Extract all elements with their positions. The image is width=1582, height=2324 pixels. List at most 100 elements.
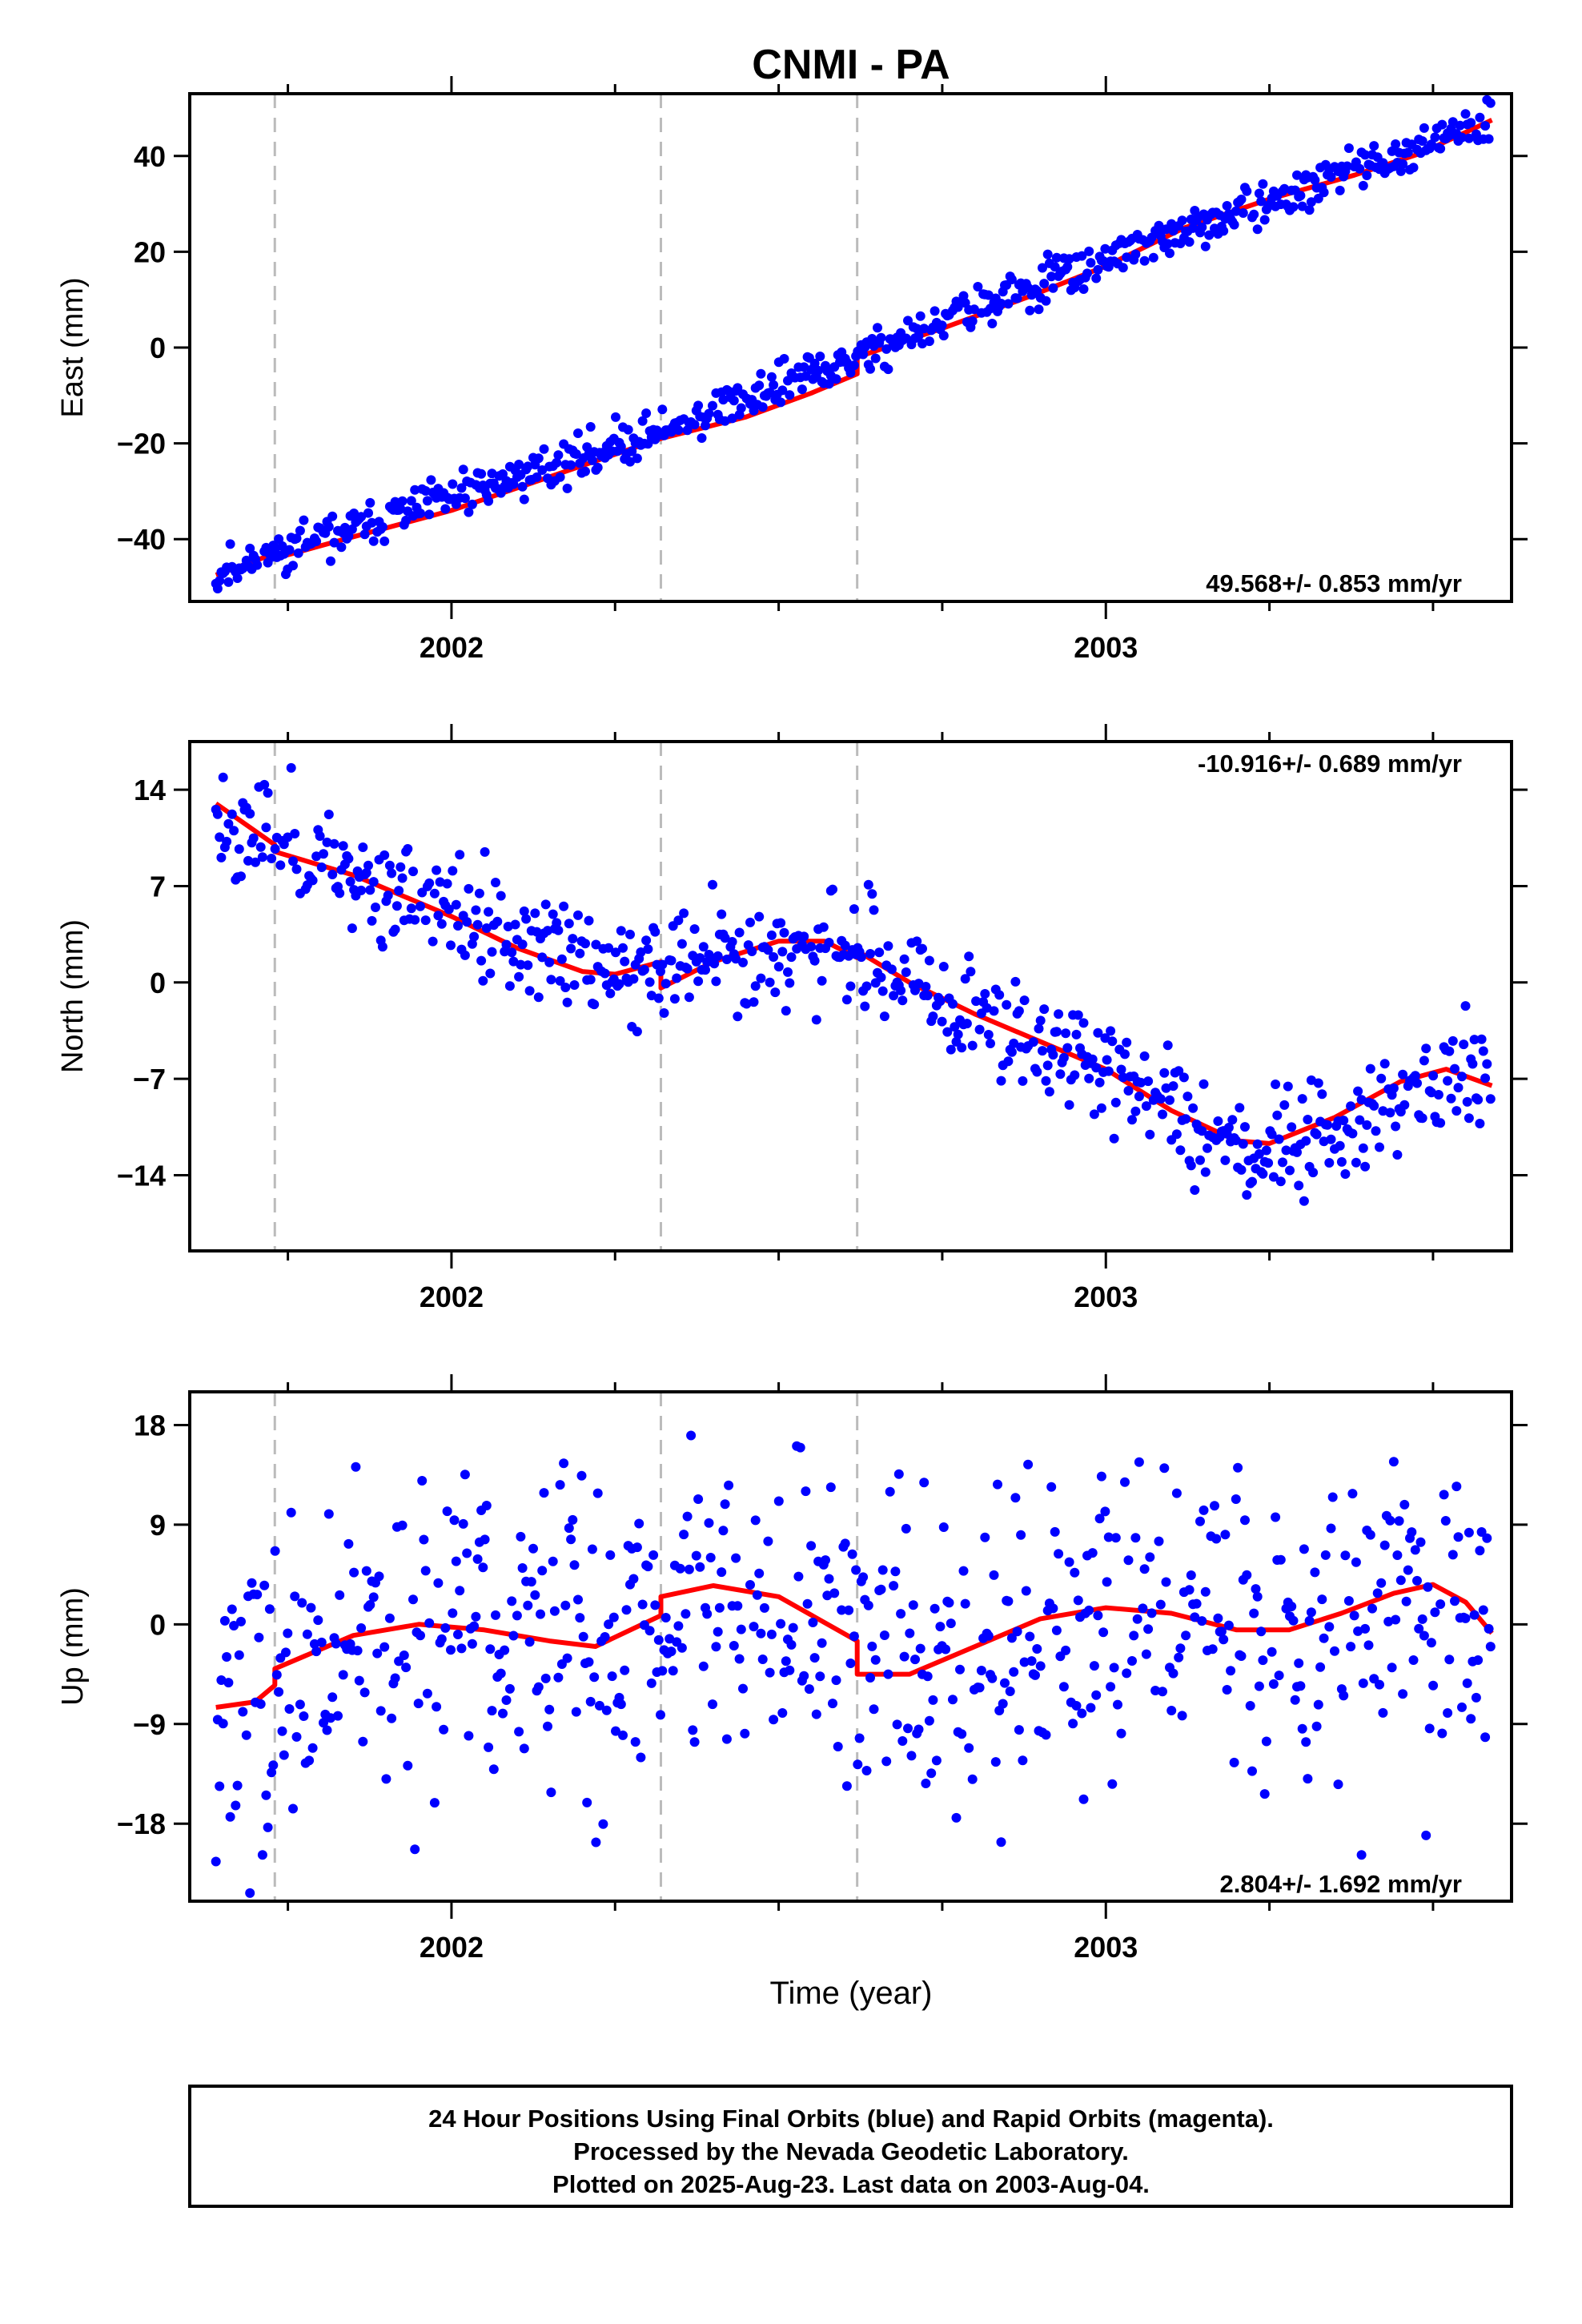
data-point [336,542,347,553]
data-point [507,947,517,958]
data-point [1182,1092,1193,1102]
data-point [641,408,652,418]
data-point [698,942,709,952]
data-point [1025,1631,1035,1642]
data-point [234,1650,244,1660]
data-point [1242,186,1252,196]
data-point [1014,1006,1024,1016]
data-point [1048,1603,1058,1614]
data-point [1274,1134,1284,1144]
data-point [449,1515,460,1526]
data-point [335,888,345,899]
data-point [1297,1094,1307,1104]
data-point [498,1708,508,1719]
y-tick-label: −20 [117,428,166,460]
data-point [299,515,309,525]
data-point [484,496,494,506]
data-point [544,1704,555,1715]
data-point [448,1608,458,1618]
data-point [467,939,477,949]
data-point [584,915,594,926]
data-point [1077,1708,1087,1719]
data-point [562,997,572,1007]
data-point [759,1602,769,1613]
data-point [236,871,246,882]
data-point [1287,1122,1297,1132]
data-point [668,1666,678,1676]
data-point [661,979,671,989]
data-point [1002,999,1012,1010]
data-point [215,1781,225,1791]
data-point [713,951,723,961]
data-point [311,537,322,546]
data-point [1399,1100,1410,1110]
data-point [1376,1578,1387,1588]
data-point [727,413,737,424]
data-point [1414,1623,1424,1634]
data-point [1207,1644,1218,1655]
data-point [343,1538,354,1549]
data-point [783,967,793,977]
data-point [1371,1126,1381,1136]
data-point [484,1742,494,1752]
data-point [990,1757,1001,1767]
data-point [919,324,930,334]
data-point [526,1577,536,1587]
data-point [1213,1613,1223,1623]
data-point [264,1604,275,1614]
data-point [507,1596,517,1606]
data-point [1351,1157,1361,1168]
data-point [785,978,795,988]
data-point [1086,1703,1096,1713]
data-point [636,947,646,957]
footer-line-3: Plotted on 2025-Aug-23. Last data on 200… [552,2170,1150,2198]
data-point [955,1664,965,1675]
velocity-label: 2.804+/- 1.692 mm/yr [1220,1870,1462,1898]
data-point [339,522,350,533]
data-point [1184,237,1195,247]
data-point [989,1006,999,1016]
data-points [211,94,1496,593]
data-point [1070,1567,1080,1578]
data-point [1161,1083,1171,1093]
data-point [462,917,472,927]
data-point [885,1486,895,1497]
data-point [1339,1116,1349,1126]
data-point [1120,1477,1130,1487]
data-point [708,879,717,890]
data-point [1340,1550,1351,1561]
data-point [401,1663,412,1673]
data-point [1385,1108,1395,1118]
data-point [620,956,630,967]
data-point [234,844,244,854]
data-point [749,1622,759,1632]
data-point [802,1598,813,1609]
data-point [575,948,585,959]
data-point [514,1727,524,1737]
data-point [1378,1106,1388,1116]
data-point [1204,230,1215,240]
data-point [704,1518,714,1528]
data-point [860,1001,870,1011]
data-point [1252,1139,1263,1149]
data-point [1203,1143,1212,1153]
data-point [657,404,668,415]
data-point [969,304,979,315]
data-point [293,548,303,558]
data-point [695,953,705,963]
data-point [1158,1109,1167,1120]
data-point [1122,1037,1132,1047]
data-point [837,1605,847,1615]
data-point [358,842,368,852]
data-point [957,1043,967,1053]
data-point [1116,1728,1126,1739]
data-point [893,1469,904,1479]
data-point [1484,134,1494,144]
data-point [322,837,332,847]
data-point [390,497,400,507]
data-point [1219,1634,1229,1645]
data-point [786,952,797,963]
data-point [580,466,590,476]
data-point [1054,1009,1064,1019]
data-point [889,991,899,1001]
